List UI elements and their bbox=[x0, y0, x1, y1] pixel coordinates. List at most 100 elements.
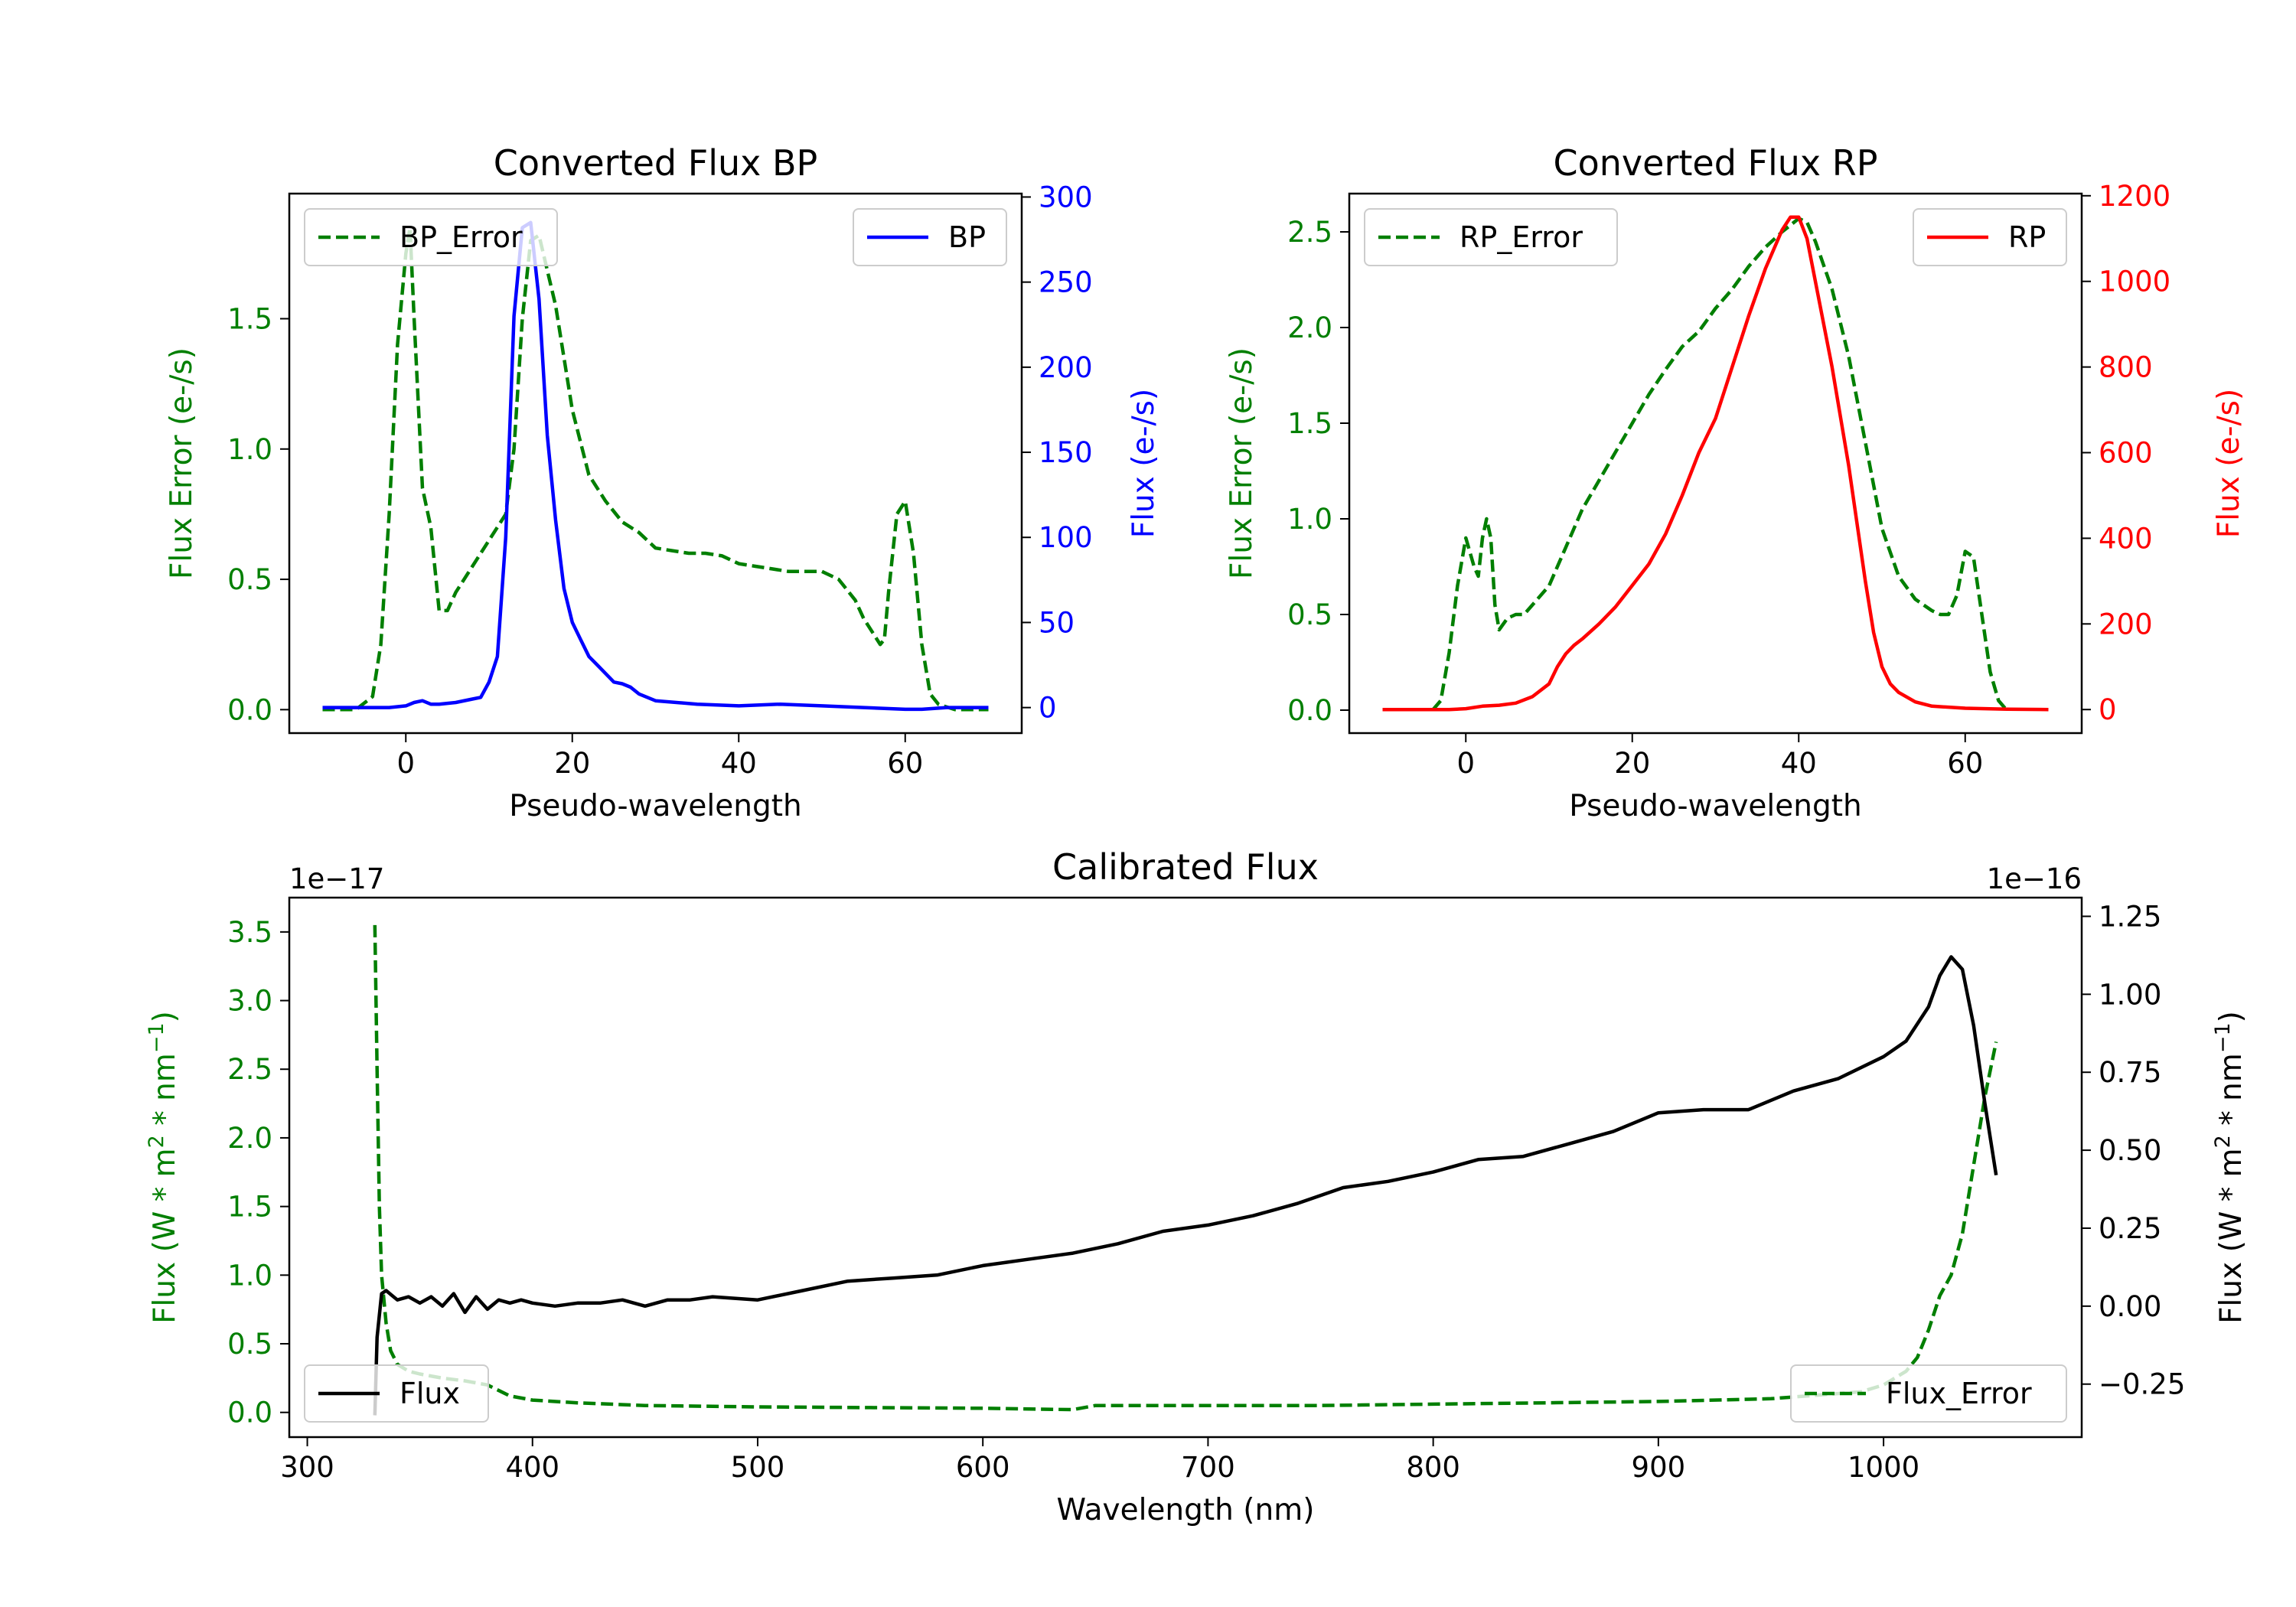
right-tick-label: −0.25 bbox=[2099, 1368, 2185, 1401]
x-tick-label: 700 bbox=[1181, 1451, 1235, 1484]
right-tick-label: 400 bbox=[2099, 522, 2153, 555]
x-axis-label: Wavelength (nm) bbox=[1057, 1493, 1315, 1527]
left-tick-label: 0.0 bbox=[227, 693, 272, 726]
x-tick-label: 40 bbox=[1781, 747, 1817, 780]
legend-box bbox=[1790, 1364, 2067, 1423]
chart-title: Converted Flux BP bbox=[494, 142, 818, 184]
left-tick-label: 0.5 bbox=[227, 1328, 272, 1361]
legend-box bbox=[1913, 208, 2067, 266]
left-tick-label: 1.5 bbox=[1287, 407, 1332, 440]
left-tick-label: 0.5 bbox=[227, 563, 272, 596]
left-tick-label: 1.0 bbox=[1287, 503, 1332, 536]
x-tick-label: 1000 bbox=[1848, 1451, 1919, 1484]
left-tick-label: 2.0 bbox=[227, 1122, 272, 1155]
legend-bp-error: BP_Error bbox=[304, 208, 558, 266]
left-axis-label: Flux Error (e-/s) bbox=[1225, 347, 1259, 579]
plot-frame bbox=[1348, 192, 2083, 735]
left-offset-text: 1e−17 bbox=[289, 862, 384, 895]
axis-label-part: Flux (W * m bbox=[2214, 1148, 2249, 1324]
legend-box bbox=[304, 208, 558, 266]
plot-frame bbox=[288, 896, 2083, 1439]
axis-label-part: * nm bbox=[2214, 1053, 2249, 1135]
axis-label-part: 2 bbox=[145, 1135, 168, 1148]
left-tick-label: 1.0 bbox=[227, 1259, 272, 1292]
x-tick-label: 20 bbox=[1614, 747, 1650, 780]
x-tick-label: 900 bbox=[1632, 1451, 1686, 1484]
left-tick-label: 3.0 bbox=[227, 985, 272, 1018]
right-axis-label: Flux (e-/s) bbox=[1127, 389, 1161, 538]
right-tick-label: 0.50 bbox=[2099, 1134, 2161, 1167]
series-group bbox=[1382, 215, 2049, 712]
right-tick-label: 0 bbox=[2099, 693, 2117, 726]
right-offset-text: 1e−16 bbox=[1987, 862, 2082, 895]
axis-label-part: −1 bbox=[2211, 1022, 2235, 1053]
x-tick-label: 40 bbox=[721, 747, 757, 780]
axis-label-part: ) bbox=[2214, 1011, 2249, 1022]
right-tick-label: 1200 bbox=[2099, 180, 2170, 213]
right-tick-label: 100 bbox=[1039, 521, 1093, 554]
legend-label: Flux_Error bbox=[1886, 1377, 2032, 1410]
right-tick-label: 800 bbox=[2099, 351, 2153, 384]
legend-rp-error: RP_Error bbox=[1364, 208, 1618, 266]
legend-flux-error: Flux_Error bbox=[1790, 1364, 2067, 1423]
right-tick-label: 0.75 bbox=[2099, 1056, 2161, 1089]
chart-title: Converted Flux RP bbox=[1554, 142, 1878, 184]
right-tick-label: 50 bbox=[1039, 606, 1075, 639]
right-tick-label: 150 bbox=[1039, 436, 1093, 469]
x-axis-label: Pseudo-wavelength bbox=[1569, 789, 1861, 823]
right-tick-label: 1.25 bbox=[2099, 900, 2161, 933]
legend-label: RP_Error bbox=[1459, 220, 1583, 254]
series-line-bp bbox=[322, 220, 989, 712]
x-tick-label: 60 bbox=[1947, 747, 1983, 780]
left-tick-label: 1.5 bbox=[227, 302, 272, 335]
calibrated-flux-chart: Calibrated Flux 300 400 500 600 700 800 900 1000… bbox=[145, 846, 2249, 1527]
series-line-flux-error bbox=[373, 924, 1998, 1412]
right-tick-label: 300 bbox=[1039, 181, 1093, 214]
legend-box bbox=[1364, 208, 1618, 266]
right-tick-label: 1000 bbox=[2099, 266, 2170, 298]
series-line-rp bbox=[1382, 215, 2049, 712]
legend-label: BP bbox=[948, 220, 986, 254]
series-line-flux bbox=[373, 955, 1998, 1416]
x-tick-label: 20 bbox=[554, 747, 590, 780]
axis-label-part: Flux (W * m bbox=[148, 1148, 182, 1324]
legend-label: Flux bbox=[400, 1377, 460, 1410]
right-tick-label: 250 bbox=[1039, 266, 1093, 299]
x-tick-label: 60 bbox=[887, 747, 923, 780]
x-axis-label: Pseudo-wavelength bbox=[509, 789, 801, 823]
series-line-rp-error bbox=[1431, 217, 2008, 712]
left-tick-label: 0.5 bbox=[1287, 598, 1332, 631]
right-axis-label: Flux (e-/s) bbox=[2212, 389, 2246, 538]
left-axis-label: Flux (W * m2 * nm−1) bbox=[145, 1011, 183, 1324]
left-tick-label: 2.5 bbox=[227, 1053, 272, 1086]
left-axis-label: Flux Error (e-/s) bbox=[165, 347, 199, 579]
left-tick-label: 0.0 bbox=[1287, 694, 1332, 727]
left-tick-label: 1.0 bbox=[227, 433, 272, 466]
x-tick-label: 800 bbox=[1406, 1451, 1460, 1484]
left-tick-label: 3.5 bbox=[227, 916, 272, 949]
right-tick-label: 0 bbox=[1039, 692, 1057, 725]
right-tick-label: 600 bbox=[2099, 437, 2153, 470]
chart-title: Calibrated Flux bbox=[1052, 846, 1319, 888]
x-tick-label: 500 bbox=[731, 1451, 785, 1484]
rp-flux-chart: Converted Flux RP 0 20 40 60 Pseudo-wavelengt… bbox=[1225, 142, 2246, 823]
legend-flux: Flux bbox=[304, 1364, 489, 1423]
legend-box bbox=[304, 1364, 489, 1423]
x-tick-label: 0 bbox=[396, 747, 415, 780]
axis-label-part: 2 bbox=[2211, 1135, 2235, 1148]
legend-label: RP bbox=[2008, 220, 2046, 254]
bp-flux-chart: Converted Flux BP 0 20 40 60 Pseudo-wavelengt… bbox=[165, 142, 1161, 823]
right-axis-label: Flux (W * m2 * nm−1) bbox=[2211, 1011, 2249, 1324]
axis-label-part: −1 bbox=[145, 1022, 168, 1053]
x-tick-label: 600 bbox=[956, 1451, 1010, 1484]
right-tick-label: 0.00 bbox=[2099, 1290, 2161, 1323]
axis-label-part: * nm bbox=[148, 1053, 182, 1135]
legend-rp: RP bbox=[1913, 208, 2067, 266]
right-tick-label: 0.25 bbox=[2099, 1212, 2161, 1245]
x-tick-label: 0 bbox=[1456, 747, 1475, 780]
right-tick-label: 200 bbox=[2099, 608, 2153, 641]
x-tick-label: 300 bbox=[280, 1451, 334, 1484]
series-group bbox=[373, 924, 1998, 1416]
right-tick-label: 200 bbox=[1039, 351, 1093, 384]
